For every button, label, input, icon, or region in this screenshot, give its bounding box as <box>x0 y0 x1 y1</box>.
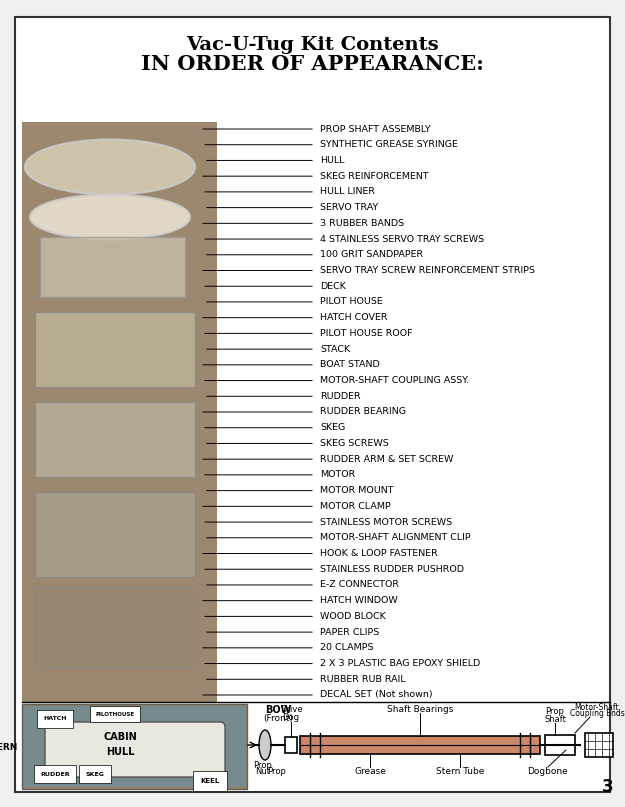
Text: Shaft Bearings: Shaft Bearings <box>387 705 453 714</box>
Text: IN ORDER OF APPEARANCE:: IN ORDER OF APPEARANCE: <box>141 54 484 74</box>
Text: Nut: Nut <box>256 767 271 776</box>
Text: SKEG REINFORCEMENT: SKEG REINFORCEMENT <box>320 172 429 181</box>
Text: RUDDER: RUDDER <box>40 771 70 776</box>
Text: PAPER CLIPS: PAPER CLIPS <box>320 628 379 637</box>
Text: STERN: STERN <box>0 742 18 751</box>
Text: Motor-Shaft: Motor-Shaft <box>575 703 619 712</box>
Bar <box>285 737 297 753</box>
Text: BOW: BOW <box>265 705 291 715</box>
Ellipse shape <box>259 730 271 760</box>
Text: Coupling Ends: Coupling Ends <box>569 709 624 718</box>
Bar <box>35 492 195 577</box>
Text: 2 X 3 PLASTIC BAG EPOXY SHIELD: 2 X 3 PLASTIC BAG EPOXY SHIELD <box>320 659 480 668</box>
Text: MOTOR MOUNT: MOTOR MOUNT <box>320 486 394 495</box>
Text: HATCH COVER: HATCH COVER <box>320 313 388 322</box>
Text: Stern Tube: Stern Tube <box>436 767 484 776</box>
Text: Shaft: Shaft <box>544 714 566 724</box>
Text: KEEL: KEEL <box>201 778 219 784</box>
Text: SKEG: SKEG <box>320 423 345 433</box>
Text: Grease: Grease <box>354 767 386 776</box>
Bar <box>24 706 245 787</box>
Text: PILOT HOUSE: PILOT HOUSE <box>320 298 382 307</box>
Text: HULL LINER: HULL LINER <box>320 187 375 196</box>
Text: HOOK & LOOP FASTENER: HOOK & LOOP FASTENER <box>320 549 438 558</box>
Text: MOTOR-SHAFT ALIGNMENT CLIP: MOTOR-SHAFT ALIGNMENT CLIP <box>320 533 471 542</box>
Text: STAINLESS MOTOR SCREWS: STAINLESS MOTOR SCREWS <box>320 517 452 526</box>
Bar <box>22 122 217 702</box>
Text: HULL: HULL <box>106 747 134 757</box>
Bar <box>35 587 195 667</box>
Text: SYNTHETIC GREASE SYRINGE: SYNTHETIC GREASE SYRINGE <box>320 140 458 149</box>
Text: HATCH WINDOW: HATCH WINDOW <box>320 596 398 605</box>
Text: 3: 3 <box>602 778 614 796</box>
Text: SKEG SCREWS: SKEG SCREWS <box>320 439 389 448</box>
Bar <box>35 402 195 477</box>
Text: SERVO TRAY SCREW REINFORCEMENT STRIPS: SERVO TRAY SCREW REINFORCEMENT STRIPS <box>320 266 535 275</box>
FancyBboxPatch shape <box>45 722 225 777</box>
Text: MOTOR CLAMP: MOTOR CLAMP <box>320 502 391 511</box>
Text: 100 GRIT SANDPAPER: 100 GRIT SANDPAPER <box>320 250 423 259</box>
Text: Vac-U-Tug Kit Contents: Vac-U-Tug Kit Contents <box>186 36 438 54</box>
Text: E-Z CONNECTOR: E-Z CONNECTOR <box>320 580 399 589</box>
Text: RUDDER ARM & SET SCREW: RUDDER ARM & SET SCREW <box>320 454 453 464</box>
Text: (Front): (Front) <box>263 714 293 724</box>
Text: RUDDER: RUDDER <box>320 391 361 401</box>
Text: BOAT STAND: BOAT STAND <box>320 361 380 370</box>
Text: Prop: Prop <box>254 760 272 770</box>
Text: WOOD BLOCK: WOOD BLOCK <box>320 612 386 621</box>
Bar <box>35 312 195 387</box>
Text: STACK: STACK <box>320 345 350 353</box>
Text: MOTOR: MOTOR <box>320 470 355 479</box>
Text: PILOTHOUSE: PILOTHOUSE <box>96 712 134 717</box>
Bar <box>300 736 540 754</box>
Text: 3 RUBBER BANDS: 3 RUBBER BANDS <box>320 219 404 228</box>
Ellipse shape <box>25 140 195 194</box>
Text: Dogbone: Dogbone <box>528 767 568 776</box>
Text: STAINLESS RUDDER PUSHROD: STAINLESS RUDDER PUSHROD <box>320 565 464 574</box>
Text: SERVO TRAY: SERVO TRAY <box>320 203 378 212</box>
Text: SKEG: SKEG <box>86 771 104 776</box>
Text: MOTOR-SHAFT COUPLING ASSY.: MOTOR-SHAFT COUPLING ASSY. <box>320 376 469 385</box>
Ellipse shape <box>30 194 190 240</box>
Text: PROP SHAFT ASSEMBLY: PROP SHAFT ASSEMBLY <box>320 124 431 133</box>
Text: RUBBER RUB RAIL: RUBBER RUB RAIL <box>320 675 406 684</box>
Text: DECAL SET (Not shown): DECAL SET (Not shown) <box>320 691 432 700</box>
Text: DECK: DECK <box>320 282 346 291</box>
Text: Drive: Drive <box>280 705 302 714</box>
Bar <box>40 237 185 297</box>
Text: CABIN: CABIN <box>103 732 137 742</box>
Bar <box>585 733 613 757</box>
Bar <box>22 704 247 789</box>
Bar <box>545 735 575 755</box>
Text: 20 CLAMPS: 20 CLAMPS <box>320 643 374 652</box>
Text: 4 STAINLESS SERVO TRAY SCREWS: 4 STAINLESS SERVO TRAY SCREWS <box>320 235 484 244</box>
Text: Prop: Prop <box>546 708 564 717</box>
Text: HULL: HULL <box>320 156 344 165</box>
Text: Prop: Prop <box>268 767 286 776</box>
Text: PILOT HOUSE ROOF: PILOT HOUSE ROOF <box>320 329 412 338</box>
Text: HATCH: HATCH <box>43 717 67 721</box>
Text: RUDDER BEARING: RUDDER BEARING <box>320 408 406 416</box>
Text: Dog: Dog <box>282 713 299 721</box>
